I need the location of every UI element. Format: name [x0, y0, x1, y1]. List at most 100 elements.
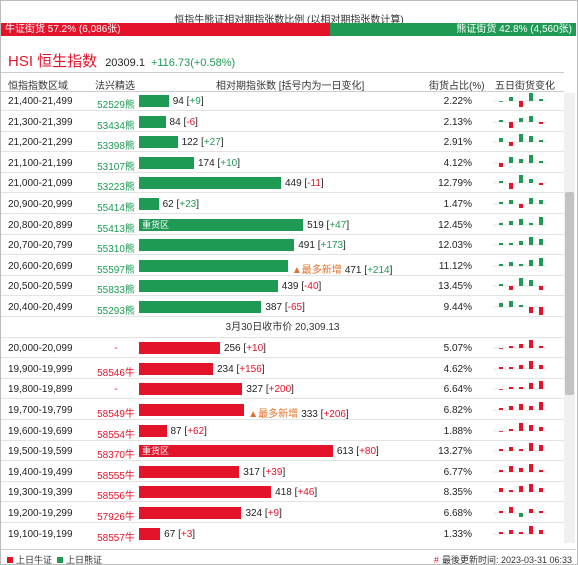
- sparkline-bar: [499, 138, 503, 143]
- sparkline-bar: [529, 443, 533, 452]
- sparkline-bar: [509, 507, 513, 513]
- sparkline-bar: [539, 99, 543, 101]
- range-cell: 20,500-20,599: [8, 281, 73, 293]
- sparkline-bar: [509, 465, 513, 472]
- warrant-code-link[interactable]: 55833熊: [97, 285, 135, 297]
- five-day-sparkline: [493, 237, 547, 246]
- table-row[interactable]: 19,200-19,299 57926牛 324 [+9] 6.68%: [1, 503, 564, 523]
- contracts-number: 84: [169, 116, 181, 128]
- range-cell: 19,800-19,899: [8, 384, 73, 396]
- warrant-code-link[interactable]: 53107熊: [97, 161, 135, 173]
- contracts-number: 471: [344, 264, 362, 276]
- sparkline-bar: [539, 160, 543, 163]
- footer: 上日牛证 上日熊证 # 最後更新时间: 2023-03-31 06:33: [1, 549, 576, 565]
- table-row[interactable]: 19,800-19,899 - 327 [+200] 6.64%: [1, 379, 564, 400]
- sparkline-bar: [539, 381, 543, 390]
- table-row[interactable]: 20,400-20,499 55293熊 387 [-65] 9.44%: [1, 297, 564, 317]
- sparkline-bar: [539, 200, 543, 204]
- warrant-code-link[interactable]: 58546牛: [97, 367, 135, 379]
- table-row[interactable]: 19,900-19,999 58546牛 234 [+156] 4.62%: [1, 359, 564, 379]
- table-row[interactable]: 20,800-20,899 55413熊 重货区 519 [+47] 12.45%: [1, 215, 564, 235]
- sparkline-bar: [499, 222, 503, 225]
- table-row[interactable]: 20,900-20,999 55414熊 62 [+23] 1.47%: [1, 194, 564, 214]
- table-row[interactable]: 19,700-19,799 58549牛 ▲最多新增 333 [+206] 6.82%: [1, 400, 564, 420]
- contracts-value: 256 [+10]: [223, 343, 266, 355]
- sparkline-bar: [539, 140, 543, 143]
- sparkline-bar: [509, 447, 513, 452]
- contracts-value: ▲最多新增 471 [+214]: [291, 264, 393, 276]
- contracts-number: 327: [246, 384, 264, 396]
- contracts-bar: [139, 95, 169, 107]
- outstanding-pct: 6.68%: [443, 508, 472, 519]
- table-row[interactable]: 19,100-19,199 58557牛 67 [+3] 1.33%: [1, 524, 564, 543]
- table-row[interactable]: 20,500-20,599 55833熊 439 [-40] 13.45%: [1, 276, 564, 297]
- table-row[interactable]: 19,300-19,399 58556牛 418 [+46] 8.35%: [1, 482, 564, 503]
- warrant-code-link[interactable]: 57926牛: [97, 512, 135, 523]
- daily-change: -6: [186, 116, 196, 128]
- range-cell: 20,400-20,499: [8, 302, 73, 313]
- table-row[interactable]: 19,600-19,699 58554牛 87 [+62] 1.88%: [1, 421, 564, 441]
- warrant-code-link[interactable]: 58556牛: [97, 491, 135, 503]
- warrant-code-link[interactable]: 53434熊: [97, 120, 135, 132]
- sparkline-bar: [519, 486, 523, 493]
- sparkline-bar: [519, 263, 523, 266]
- table-row[interactable]: 21,400-21,499 52529熊 94 [+9] 2.22%: [1, 93, 564, 111]
- cbbc-distribution-table[interactable]: 21,400-21,499 52529熊 94 [+9] 2.22% 21,300-21…: [1, 93, 564, 543]
- contracts-bar: [139, 362, 213, 375]
- daily-change: +62: [187, 425, 205, 437]
- sparkline-bar: [509, 156, 513, 163]
- index-name[interactable]: HSI 恒生指数: [8, 53, 98, 70]
- table-row[interactable]: 20,700-20,799 55310熊 491 [+173] 12.03%: [1, 235, 564, 256]
- sparkline-bar: [539, 257, 543, 266]
- five-day-sparkline: [493, 402, 547, 411]
- sparkline-bar: [509, 428, 513, 431]
- outstanding-pct: 5.07%: [443, 343, 472, 355]
- warrant-code-link[interactable]: 55413熊: [97, 223, 135, 235]
- warrant-code-link[interactable]: 55597熊: [97, 264, 135, 276]
- contracts-value: 67 [+3]: [164, 528, 196, 540]
- sparkline-bar: [539, 511, 543, 513]
- daily-change: +80: [359, 446, 377, 458]
- warrant-code-link[interactable]: 55310熊: [97, 244, 135, 256]
- warrant-code-link[interactable]: 55414熊: [97, 203, 135, 214]
- warrant-code-link[interactable]: 58370牛: [97, 450, 135, 462]
- warrant-code-link[interactable]: 55293熊: [97, 306, 135, 317]
- contracts-bar: [139, 404, 245, 416]
- table-row[interactable]: 19,400-19,499 58555牛 317 [+39] 6.77%: [1, 462, 564, 482]
- contracts-value: 84 [-6]: [169, 116, 198, 128]
- range-cell: 19,500-19,599: [8, 446, 73, 458]
- table-row[interactable]: 20,600-20,699 55597熊 ▲最多新增 471 [+214] 11.12%: [1, 256, 564, 276]
- scrollbar[interactable]: [564, 93, 575, 543]
- range-cell: 21,400-21,499: [8, 96, 73, 107]
- sparkline-bar: [519, 387, 523, 390]
- sparkline-bar: [499, 469, 503, 472]
- warrant-code-link[interactable]: 52529熊: [97, 100, 135, 111]
- table-row[interactable]: 21,300-21,399 53434熊 84 [-6] 2.13%: [1, 112, 564, 132]
- table-row[interactable]: 21,000-21,099 53223熊 449 [-11] 12.79%: [1, 173, 564, 194]
- sparkline-bar: [509, 142, 513, 147]
- warrant-code-link[interactable]: 58555牛: [97, 470, 135, 482]
- contracts-value: 324 [+9]: [245, 508, 282, 519]
- warrant-code-link[interactable]: 58554牛: [97, 429, 135, 441]
- warrant-code-link[interactable]: 53223熊: [97, 182, 135, 194]
- daily-change: +46: [297, 487, 315, 499]
- warrant-code-link[interactable]: 53398熊: [97, 141, 135, 153]
- bear-legend-swatch: [57, 556, 63, 563]
- sparkline-bar: [539, 364, 543, 369]
- warrant-code-link[interactable]: 58549牛: [97, 409, 135, 420]
- table-row[interactable]: 20,000-20,099 - 256 [+10] 5.07%: [1, 338, 564, 359]
- warrant-code-link[interactable]: 58557牛: [97, 532, 135, 543]
- contracts-number: 234: [216, 363, 234, 375]
- table-row[interactable]: 21,100-21,199 53107熊 174 [+10] 4.12%: [1, 153, 564, 173]
- table-row[interactable]: 21,200-21,299 53398熊 122 [+27] 2.91%: [1, 132, 564, 153]
- heavy-zone-label: 重货区: [142, 219, 170, 230]
- outstanding-pct: 1.88%: [443, 425, 472, 437]
- five-day-sparkline: [493, 154, 547, 167]
- contracts-bar: [139, 136, 178, 149]
- sparkline-bar: [499, 348, 503, 349]
- bull-bear-ratio-bar: 牛证街货 57.2% (6,086张) 熊证街货 42.8% (4,560张): [1, 23, 576, 36]
- sparkline-bar: [499, 531, 503, 534]
- scrollbar-thumb[interactable]: [565, 192, 574, 395]
- table-row[interactable]: 19,500-19,599 58370牛 重货区 613 [+80] 13.27%: [1, 441, 564, 462]
- sparkline-bar: [529, 340, 533, 349]
